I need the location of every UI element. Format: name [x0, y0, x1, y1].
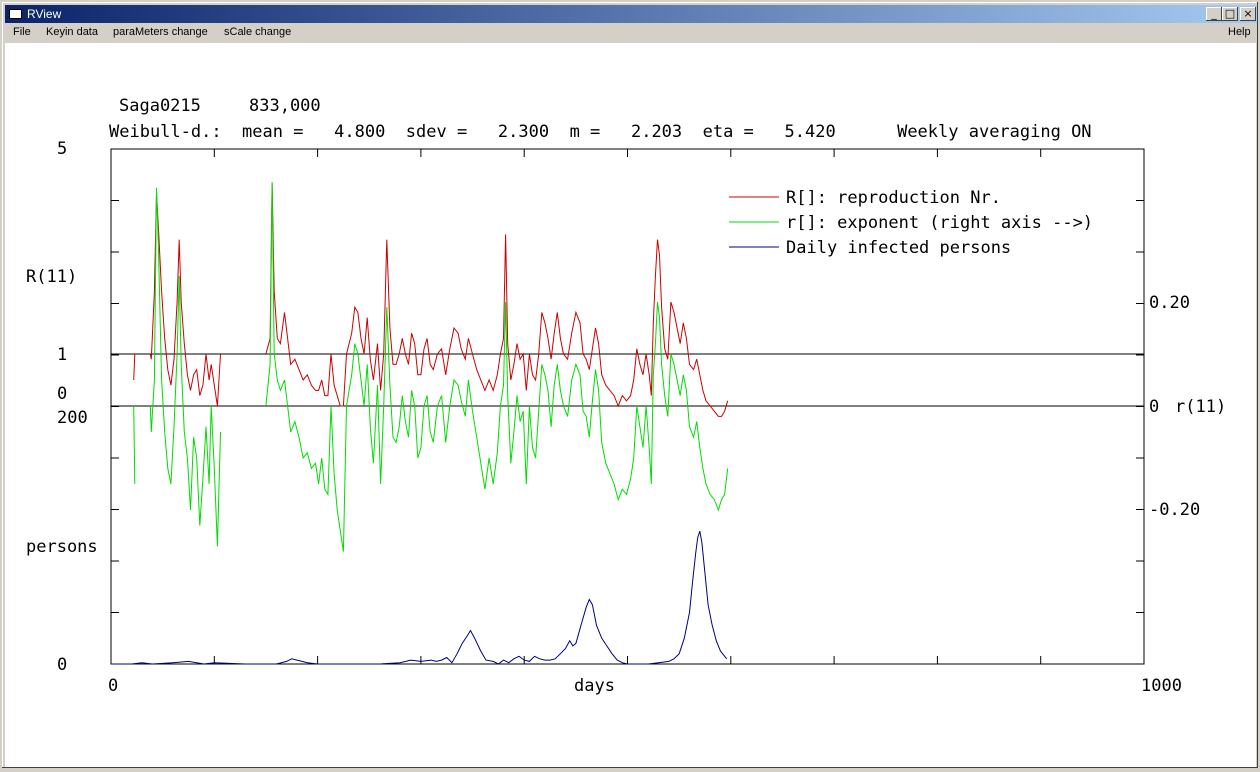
r-axis-zero-label: 0 [57, 384, 67, 404]
series-2-segment-0 [111, 530, 728, 665]
series-0 [133, 182, 729, 417]
plot-area: Saga0215 833,000 Weibull-d.: mean = 4.80… [5, 43, 1256, 767]
menu-bar: File Keyin data paraMeters change sCale … [5, 23, 1257, 42]
series-0-segment-2 [265, 182, 729, 417]
dataset-name: Saga0215 [119, 96, 201, 116]
series-0-segment-0 [133, 353, 136, 381]
series-layer [111, 182, 729, 665]
chart-svg: Saga0215 833,000 Weibull-d.: mean = 4.80… [26, 96, 1226, 696]
persons-axis-title: persons [26, 537, 98, 557]
legend-label-daily: Daily infected persons [786, 238, 1011, 258]
menu-help[interactable]: Help [1228, 26, 1251, 38]
x-axis-min-label: 0 [108, 676, 118, 696]
title-bar[interactable]: RView _ □ × [5, 5, 1257, 23]
series-1-segment-2 [265, 182, 729, 552]
r-axis-max-label: 5 [57, 139, 67, 159]
series-2 [111, 530, 728, 665]
maximize-button[interactable]: □ [1222, 7, 1238, 21]
menu-keyin-data[interactable]: Keyin data [46, 26, 98, 38]
legend-label-exponent: r[]: exponent (right axis -->) [786, 213, 1093, 233]
app-icon [9, 9, 22, 19]
right-axis-pos-label: 0.20 [1149, 293, 1190, 313]
persons-axis-zero-label: 0 [57, 655, 67, 675]
menu-scale-change[interactable]: sCale change [224, 26, 292, 38]
series-1 [133, 182, 729, 552]
right-axis-title: r(11) [1175, 397, 1226, 417]
legend-label-r: R[]: reproduction Nr. [786, 188, 1001, 208]
minimize-button[interactable]: _ [1206, 7, 1222, 21]
series-0-segment-1 [149, 192, 221, 407]
close-button[interactable]: × [1240, 7, 1256, 21]
right-axis-neg-label: -0.20 [1149, 500, 1200, 520]
x-axis-title: days [574, 676, 615, 696]
population-count: 833,000 [249, 96, 321, 116]
x-axis-max-label: 1000 [1141, 676, 1182, 696]
r-axis-title: R(11) [26, 267, 77, 287]
parameters-line: Weibull-d.: mean = 4.800 sdev = 2.300 m … [109, 122, 1092, 142]
menu-file[interactable]: File [13, 26, 31, 38]
persons-axis-max-label: 200 [57, 408, 88, 428]
window-title: RView [27, 7, 62, 21]
menu-parameters-change[interactable]: paraMeters change [113, 26, 208, 38]
right-axis-zero-label: 0 [1149, 397, 1159, 417]
series-1-segment-1 [149, 187, 221, 547]
series-1-segment-0 [133, 405, 136, 485]
r-axis-one-label: 1 [57, 345, 67, 365]
